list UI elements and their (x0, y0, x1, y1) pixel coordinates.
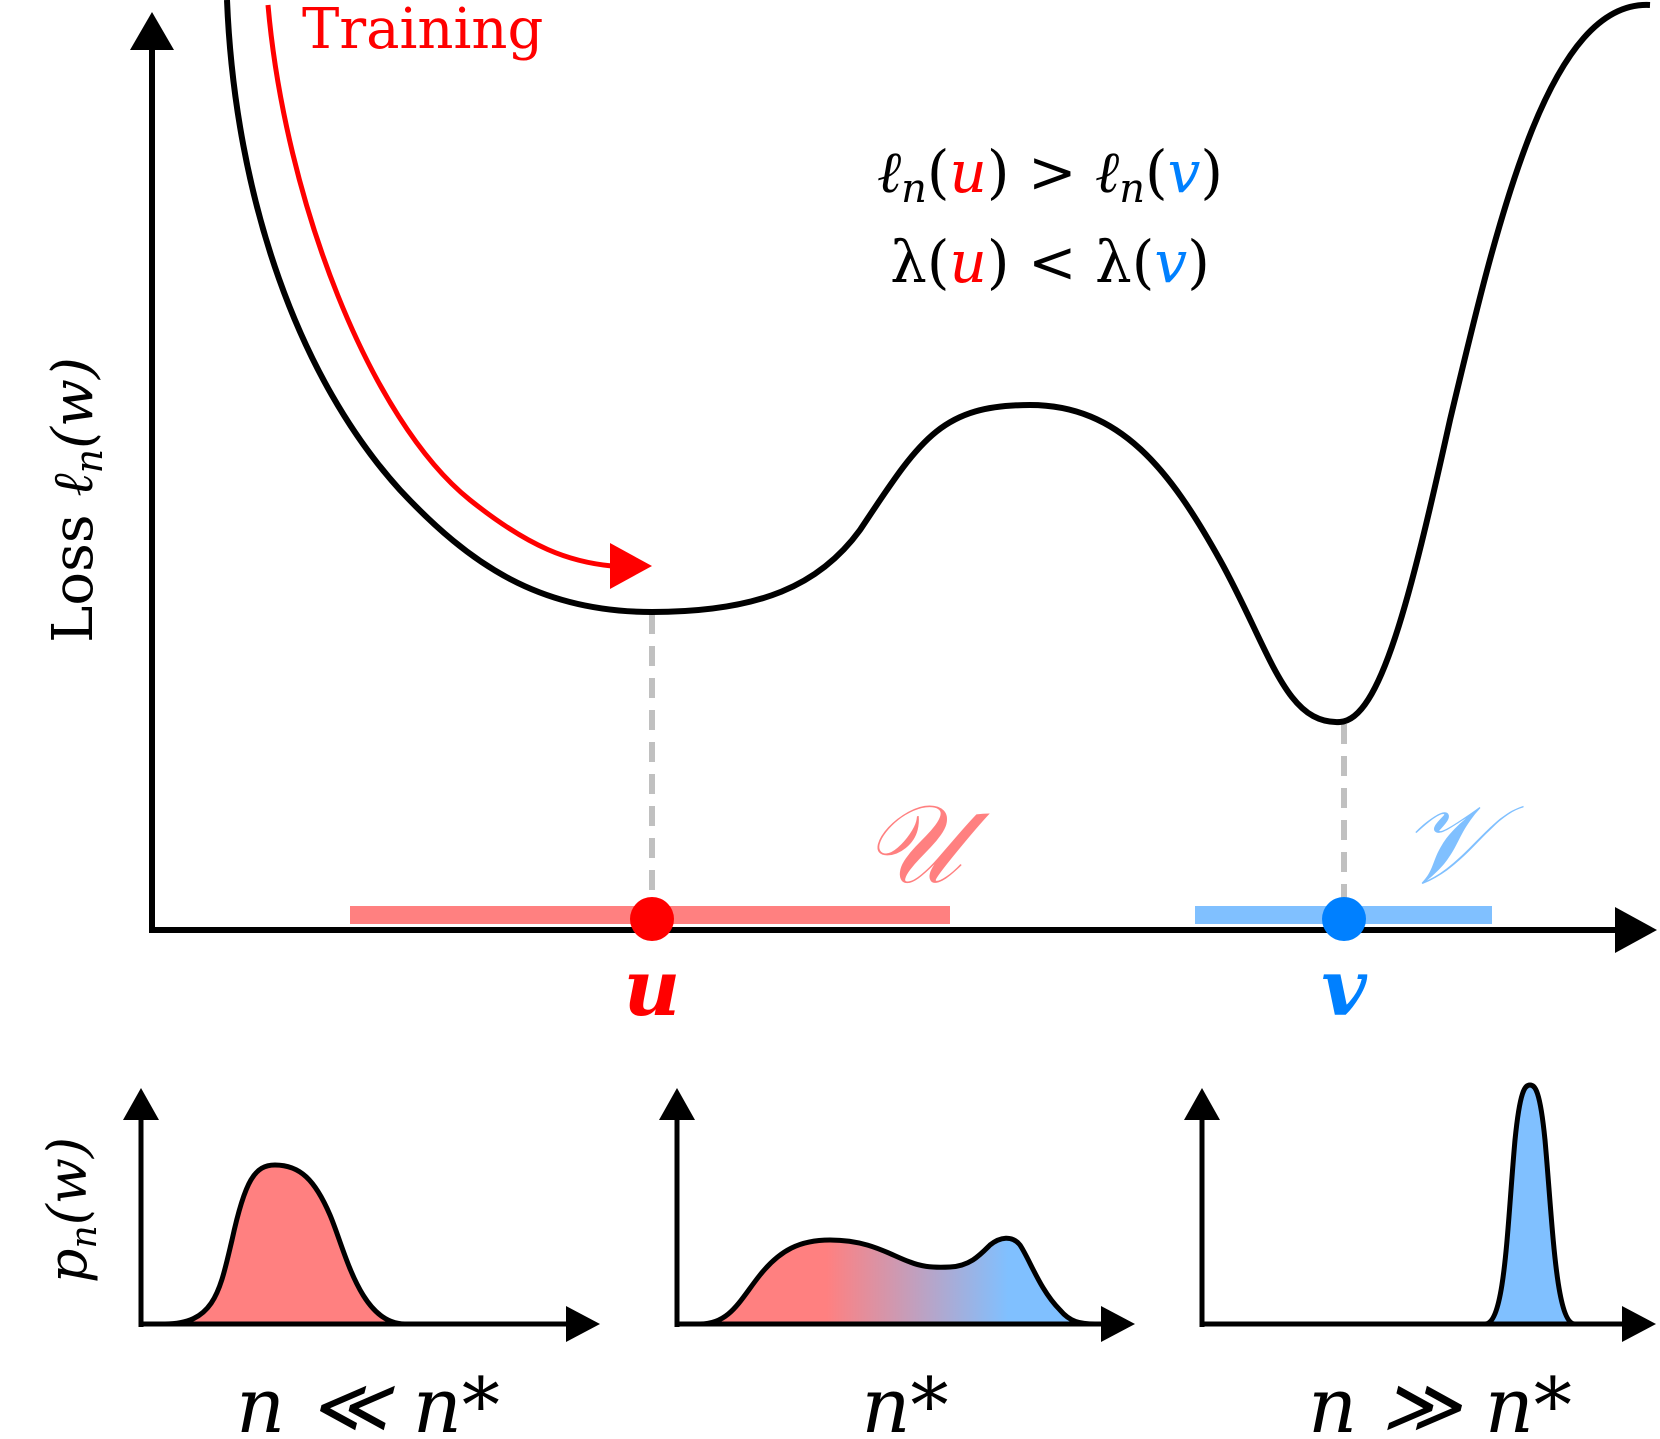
training-label: Training (302, 0, 543, 62)
main-x-arrowhead (1615, 907, 1657, 953)
panel2-label: n* (862, 1361, 949, 1439)
main-y-arrowhead (130, 12, 174, 50)
inequality-loss: ℓn(u) > ℓn(v) (877, 138, 1223, 212)
panel1-label: n ≪ n* (236, 1361, 500, 1439)
main-y-label: Loss ℓn(w) (41, 357, 111, 643)
panel3-y-arrowhead (1184, 1088, 1220, 1120)
main-plot: Training Loss ℓn(w) ℓn(u) > ℓn(v) λ(u) <… (41, 0, 1657, 1034)
panel3-label: n ≫ n* (1308, 1361, 1572, 1439)
point-v (1322, 897, 1366, 941)
set-v-label: 𝒱 (1399, 780, 1524, 908)
panel3-x-arrowhead (1622, 1306, 1656, 1342)
training-arrow-path (265, 4, 613, 569)
set-u-label: 𝒰 (863, 780, 991, 908)
loss-curve (224, 0, 1651, 726)
inequality-lambda: λ(u) < λ(v) (890, 228, 1210, 296)
training-arrowhead (610, 543, 652, 589)
panel-small-n: n ≪ n* (123, 1088, 600, 1439)
panel2-y-arrowhead (659, 1088, 695, 1120)
point-u (630, 897, 674, 941)
panel1-y-arrowhead (123, 1088, 159, 1120)
density-critical-n (699, 1235, 1096, 1327)
point-v-label: v (1321, 943, 1368, 1034)
point-u-label: u (624, 943, 681, 1034)
panel-large-n: n ≫ n* (1184, 1082, 1656, 1439)
panel-critical-n: n* (659, 1088, 1135, 1439)
panel-y-label: pn(w) (36, 1137, 105, 1283)
density-large-n (1484, 1082, 1576, 1327)
panel2-x-arrowhead (1101, 1306, 1135, 1342)
panel1-x-arrowhead (566, 1306, 600, 1342)
density-small-n (164, 1162, 406, 1327)
